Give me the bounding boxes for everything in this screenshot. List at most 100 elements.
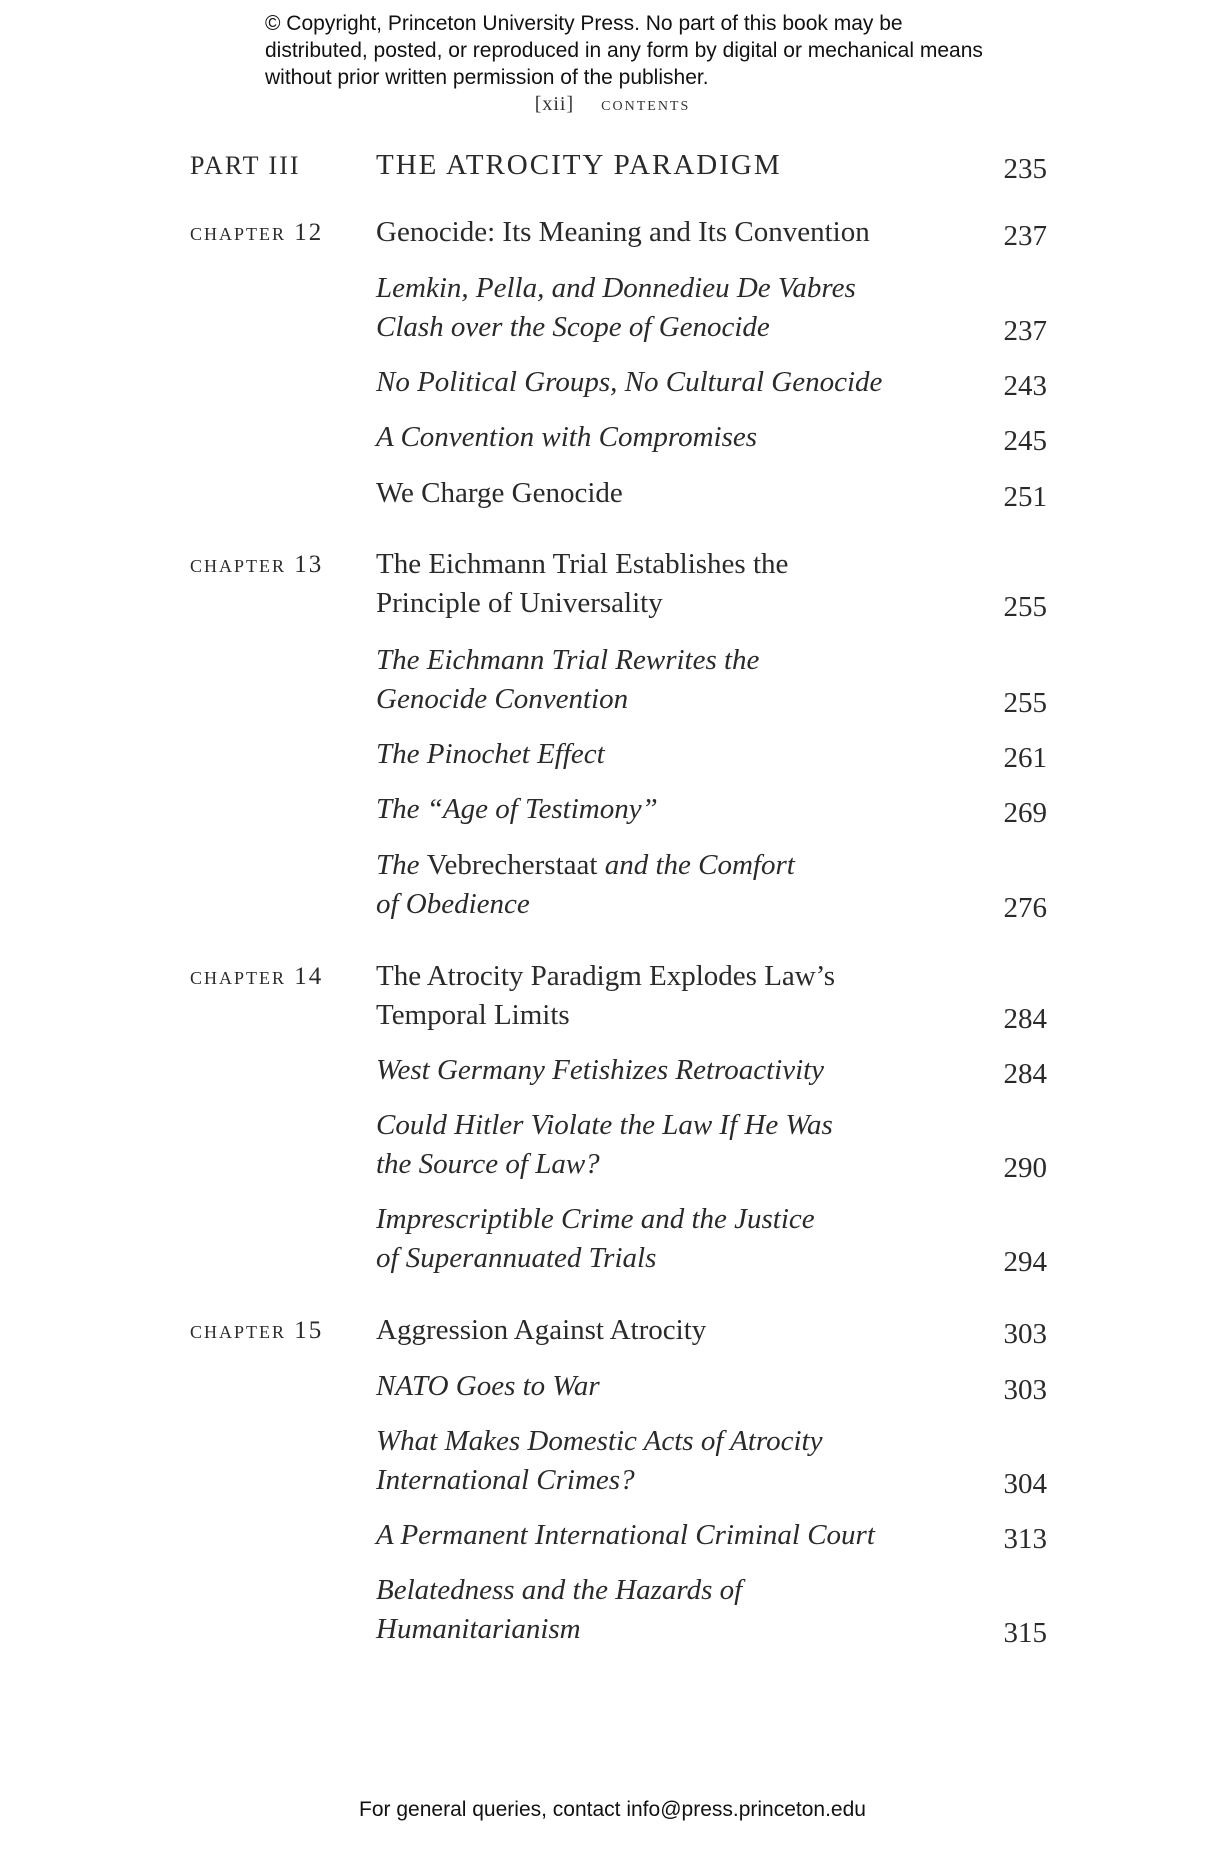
- chapter-label: Chapter 12: [190, 219, 324, 246]
- title-text: of Obedience: [376, 888, 530, 920]
- copyright-notice: © Copyright, Princeton University Press.…: [265, 12, 983, 89]
- title-line: The “Age of Testimony”: [376, 790, 956, 829]
- page-number: 255: [1003, 687, 1048, 719]
- title-text: Lemkin, Pella, and Donnedieu De Vabres: [376, 272, 856, 304]
- entry-title: Aggression Against Atrocity: [376, 1311, 956, 1350]
- part-label: PART III: [190, 151, 301, 180]
- entry-title: A Permanent International Criminal Court: [376, 1516, 956, 1555]
- entry-title: Imprescriptible Crime and the Justice of …: [376, 1200, 956, 1278]
- page-number: 269: [1003, 797, 1048, 829]
- title-text: No Political Groups, No Cultural Genocid…: [376, 366, 883, 398]
- toc-section-entry: No Political Groups, No Cultural Genocid…: [0, 363, 1225, 402]
- title-text: Genocide Convention: [376, 683, 629, 715]
- title-text: A Convention with Compromises: [376, 421, 758, 453]
- page-number: 251: [1003, 481, 1048, 513]
- title-line: Could Hitler Violate the Law If He Was: [376, 1106, 956, 1145]
- entry-title: Belatedness and the Hazards of Humanitari…: [376, 1571, 956, 1649]
- page-number: 245: [1003, 425, 1048, 457]
- title-line: Temporal Limits: [376, 996, 956, 1035]
- title-text: NATO Goes to War: [376, 1370, 600, 1402]
- entry-title: What Makes Domestic Acts of Atrocity Inte…: [376, 1422, 956, 1500]
- title-line: Imprescriptible Crime and the Justice: [376, 1200, 956, 1239]
- entry-title: The Eichmann Trial Establishes the Princi…: [376, 545, 956, 623]
- running-head-title: CONTENTS: [601, 93, 691, 115]
- toc-section-entry: The “Age of Testimony” 269: [0, 790, 1225, 829]
- page-number: 290: [1003, 1152, 1048, 1184]
- title-text: The: [376, 849, 427, 881]
- title-text: The Pinochet Effect: [376, 738, 605, 770]
- entry-title: We Charge Genocide: [376, 474, 956, 513]
- title-line: The Eichmann Trial Rewrites the: [376, 641, 956, 680]
- title-line: Genocide: Its Meaning and Its Convention: [376, 213, 956, 252]
- page-number: 235: [1003, 153, 1048, 185]
- page-number: 284: [1003, 1003, 1048, 1035]
- title-text: The “Age of Testimony”: [376, 793, 658, 825]
- toc-section-entry: A Permanent International Criminal Court…: [0, 1516, 1225, 1555]
- page-number: 237: [1003, 315, 1048, 347]
- entry-title: No Political Groups, No Cultural Genocid…: [376, 363, 956, 402]
- page-number: 304: [1003, 1468, 1048, 1500]
- toc-section-entry: NATO Goes to War 303: [0, 1367, 1225, 1406]
- title-text: Aggression Against Atrocity: [376, 1314, 707, 1346]
- title-text: Could Hitler Violate the Law If He Was: [376, 1109, 833, 1141]
- title-text: the Source of Law?: [376, 1148, 600, 1180]
- title-line: Principle of Universality: [376, 584, 956, 623]
- entry-title: NATO Goes to War: [376, 1367, 956, 1406]
- entry-title: The Pinochet Effect: [376, 735, 956, 774]
- title-line: The Atrocity Paradigm Explodes Law’s: [376, 957, 956, 996]
- title-line: Belatedness and the Hazards of: [376, 1571, 956, 1610]
- title-text: What Makes Domestic Acts of Atrocity: [376, 1425, 823, 1457]
- running-head: [xii] CONTENTS: [0, 93, 1225, 116]
- title-line: No Political Groups, No Cultural Genocid…: [376, 363, 956, 402]
- title-text: Imprescriptible Crime and the Justice: [376, 1203, 815, 1235]
- title-line: A Permanent International Criminal Court: [376, 1516, 956, 1555]
- title-line: Genocide Convention: [376, 680, 956, 719]
- title-line: A Convention with Compromises: [376, 418, 956, 457]
- title-line: Aggression Against Atrocity: [376, 1311, 956, 1350]
- toc-section-entry: Lemkin, Pella, and Donnedieu De Vabres Cl…: [0, 269, 1225, 347]
- page-number: 276: [1003, 892, 1048, 924]
- page-number: 261: [1003, 742, 1048, 774]
- title-line: The Eichmann Trial Establishes the: [376, 545, 956, 584]
- chapter-label: Chapter 15: [190, 1317, 324, 1344]
- title-line: We Charge Genocide: [376, 474, 956, 513]
- chapter-label: Chapter 13: [190, 551, 324, 578]
- toc-chapter-entry: Chapter 12 Genocide: Its Meaning and Its …: [0, 213, 1225, 252]
- title-text: Vebrecherstaat: [426, 849, 598, 881]
- toc-part-entry: PART III THE ATROCITY PARADIGM 235: [0, 146, 1225, 185]
- title-text: International Crimes?: [376, 1464, 635, 1496]
- toc-section-entry: What Makes Domestic Acts of Atrocity Inte…: [0, 1422, 1225, 1500]
- chapter-label: Chapter 14: [190, 963, 324, 990]
- title-text: The Atrocity Paradigm Explodes Law’s: [376, 960, 836, 992]
- title-text: Principle of Universality: [376, 587, 663, 619]
- entry-title: A Convention with Compromises: [376, 418, 956, 457]
- toc-section-entry: Belatedness and the Hazards of Humanitari…: [0, 1571, 1225, 1649]
- page-number: 294: [1003, 1246, 1048, 1278]
- toc-chapter-entry: Chapter 15 Aggression Against Atrocity 303: [0, 1311, 1225, 1350]
- entry-title: The Vebrecherstaat and the Comfort of Obe…: [376, 846, 956, 924]
- entry-title: Lemkin, Pella, and Donnedieu De Vabres Cl…: [376, 269, 956, 347]
- title-line: of Obedience: [376, 885, 956, 924]
- title-line: THE ATROCITY PARADIGM: [376, 146, 956, 185]
- toc-section-entry: The Vebrecherstaat and the Comfort of Obe…: [0, 846, 1225, 924]
- title-line: West Germany Fetishizes Retroactivity: [376, 1051, 956, 1090]
- toc-section-entry: A Convention with Compromises 245: [0, 418, 1225, 457]
- toc-chapter-entry: Chapter 13 The Eichmann Trial Establishes…: [0, 545, 1225, 623]
- title-line: of Superannuated Trials: [376, 1239, 956, 1278]
- title-text: Temporal Limits: [376, 999, 570, 1031]
- entry-title: West Germany Fetishizes Retroactivity: [376, 1051, 956, 1090]
- title-text: THE ATROCITY PARADIGM: [376, 149, 782, 181]
- title-line: International Crimes?: [376, 1461, 956, 1500]
- page-number: 237: [1003, 220, 1048, 252]
- page-number: 315: [1003, 1617, 1048, 1649]
- toc-section-entry: The Eichmann Trial Rewrites the Genocide …: [0, 641, 1225, 719]
- title-text: A Permanent International Criminal Court: [376, 1519, 875, 1551]
- toc-section-entry: Could Hitler Violate the Law If He Was th…: [0, 1106, 1225, 1184]
- title-line: Lemkin, Pella, and Donnedieu De Vabres: [376, 269, 956, 308]
- toc-chapter-entry: Chapter 14 The Atrocity Paradigm Explodes…: [0, 957, 1225, 1035]
- page-number: 243: [1003, 370, 1048, 402]
- entry-title: Genocide: Its Meaning and Its Convention: [376, 213, 956, 252]
- title-text: We Charge Genocide: [376, 477, 623, 509]
- toc-section-entry: West Germany Fetishizes Retroactivity 284: [0, 1051, 1225, 1090]
- entry-title: The Atrocity Paradigm Explodes Law’s Temp…: [376, 957, 956, 1035]
